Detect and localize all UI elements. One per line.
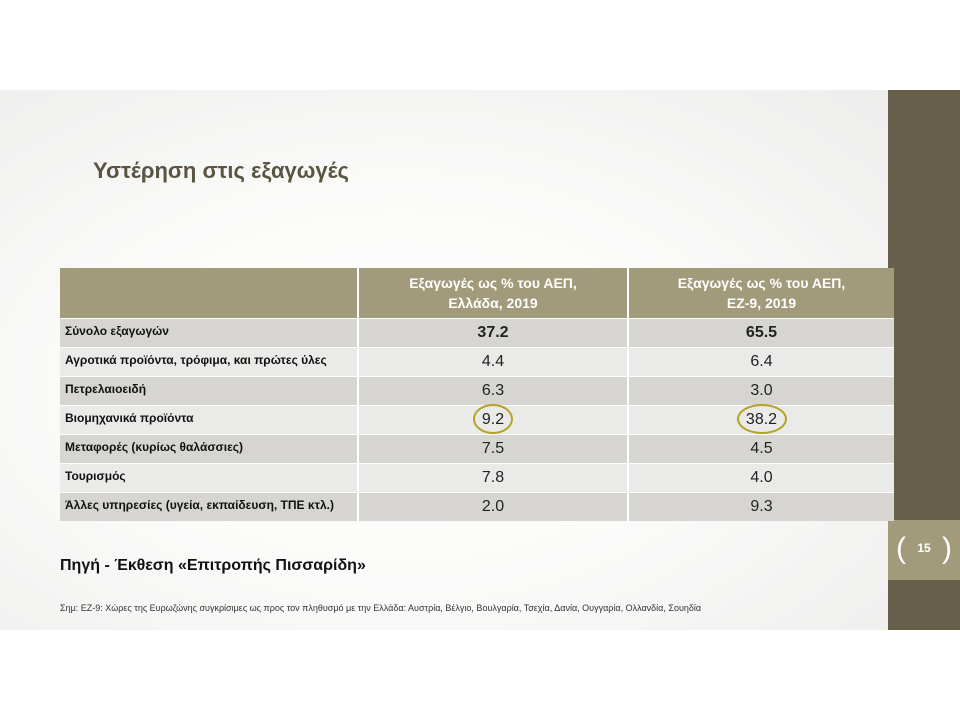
ez9-value: 6.4 [628,346,894,376]
greece-value: 4.4 [358,346,629,376]
row-label: Άλλες υπηρεσίες (υγεία, εκπαίδευση, ΤΠΕ … [60,491,359,521]
greece-value: 6.3 [358,375,629,405]
row-label: Τουρισμός [60,462,359,492]
header-ez9-line2: ΕΖ-9, 2019 [726,294,797,311]
header-ez9: Εξαγωγές ως % του ΑΕΠ, ΕΖ-9, 2019 [628,268,894,318]
greece-value-highlighted: 9.2 [358,403,629,434]
table-row: Τουρισμός 7.8 4.0 [60,462,894,492]
header-greece: Εξαγωγές ως % του ΑΕΠ, Ελλάδα, 2019 [358,268,629,318]
table-row: Βιομηχανικά προϊόντα 9.2 38.2 [60,403,894,434]
greece-value: 37.2 [358,317,629,347]
slide-title: Υστέρηση στις εξαγωγές [93,158,349,183]
table-row: Σύνολο εξαγωγών 37.2 65.5 [60,317,894,347]
table-row: Αγροτικά προϊόντα, τρόφιμα, και πρώτες ύ… [60,346,894,376]
ez9-value-highlighted: 38.2 [628,403,894,434]
highlight-circle [736,403,787,434]
row-label: Πετρελαιοειδή [60,375,359,405]
ez9-value: 4.5 [628,433,894,463]
table-row: Πετρελαιοειδή 6.3 3.0 [60,375,894,405]
footnote: Σημ: ΕΖ-9: Χώρες της Ευρωζώνης συγκρίσιμ… [60,603,702,613]
source-citation: Πηγή - Έκθεση «Επιτροπής Πισσαρίδη» [60,557,366,574]
table-row: Άλλες υπηρεσίες (υγεία, εκπαίδευση, ΤΠΕ … [60,491,894,521]
ez9-value: 3.0 [628,375,894,405]
row-label: Μεταφορές (κυρίως θαλάσσιες) [60,433,359,463]
greece-value: 7.5 [358,433,629,463]
right-brace-icon: ) [942,532,952,565]
left-brace-icon: ( [896,532,906,565]
row-label: Αγροτικά προϊόντα, τρόφιμα, και πρώτες ύ… [60,346,359,376]
page-number: 15 [917,541,931,555]
header-greece-line2: Ελλάδα, 2019 [448,294,538,311]
ez9-value: 65.5 [628,317,894,347]
highlight-circle [473,403,513,434]
row-label: Σύνολο εξαγωγών [60,317,359,347]
table-row: Μεταφορές (κυρίως θαλάσσιες) 7.5 4.5 [60,433,894,463]
header-greece-line1: Εξαγωγές ως % του ΑΕΠ, [409,274,577,291]
ez9-value: 4.0 [628,462,894,492]
header-ez9-line1: Εξαγωγές ως % του ΑΕΠ, [677,274,846,291]
header-category [60,268,359,318]
table-header-row: Εξαγωγές ως % του ΑΕΠ, Ελλάδα, 2019 Εξαγ… [60,268,894,318]
exports-table: Εξαγωγές ως % του ΑΕΠ, Ελλάδα, 2019 Εξαγ… [60,268,894,521]
page-number-badge: ( 15 ) [888,520,960,580]
row-label: Βιομηχανικά προϊόντα [60,404,359,434]
greece-value: 7.8 [358,462,629,492]
ez9-value: 9.3 [628,491,894,521]
greece-value: 2.0 [358,491,629,521]
